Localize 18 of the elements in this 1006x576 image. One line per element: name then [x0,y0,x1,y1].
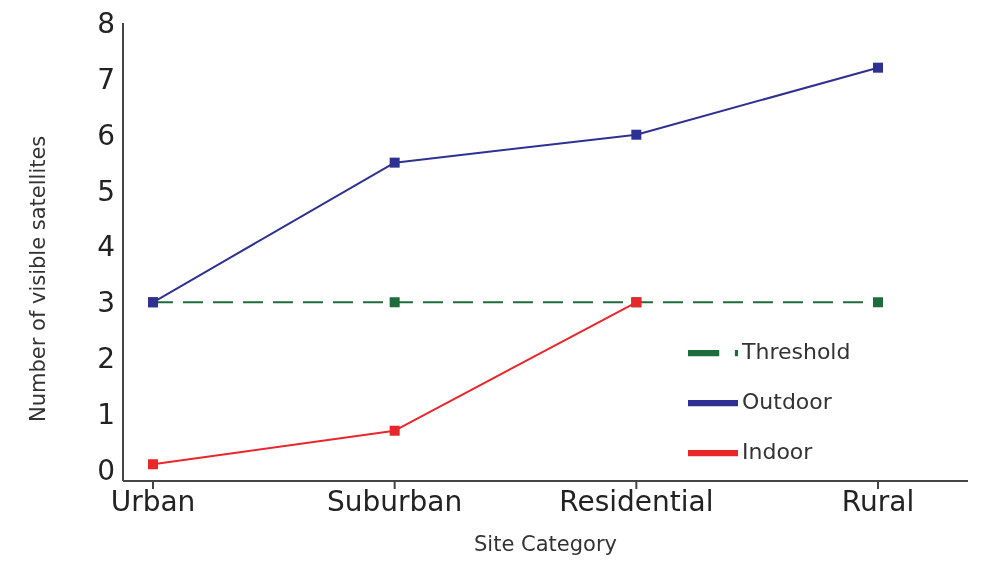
y-tick-label: 7 [97,62,115,96]
y-tick-label: 8 [97,6,115,40]
y-tick-label: 4 [97,230,115,264]
legend-label: Outdoor [742,389,832,414]
y-tick-label: 5 [97,174,115,208]
x-tick-label: Suburban [327,484,463,518]
y-tick-label: 2 [97,342,115,376]
x-axis-title: Site Category [474,532,617,556]
x-tick-label: Rural [841,484,915,518]
legend-label: Threshold [742,339,851,364]
x-tick-label: Residential [559,484,714,518]
y-axis-title: Number of visible satellites [26,135,51,422]
y-tick-label: 6 [97,118,115,152]
y-tick-label: 1 [97,397,115,431]
legend-label: Indoor [742,439,813,464]
y-tick-label: 0 [97,453,115,487]
y-tick-label: 3 [97,286,115,320]
x-tick-label: Urban [110,484,196,518]
